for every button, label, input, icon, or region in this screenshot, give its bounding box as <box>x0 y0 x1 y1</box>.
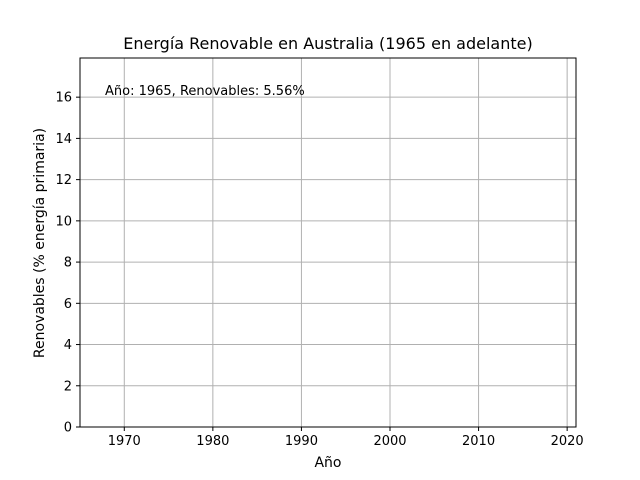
plot-frame <box>79 57 577 428</box>
grid <box>80 58 576 428</box>
x-tick-label: 1970 <box>108 434 141 449</box>
x-tick-label: 2000 <box>373 434 406 449</box>
x-tick-label: 2010 <box>462 434 495 449</box>
y-axis-label: Renovables (% energía primaria) <box>32 128 48 358</box>
y-tick-label: 12 <box>55 173 72 188</box>
x-tick-label: 1990 <box>285 434 318 449</box>
x-axis-label: Año <box>314 455 341 471</box>
y-tick-label: 14 <box>55 132 72 147</box>
x-tick-label: 1980 <box>196 434 229 449</box>
y-tick-label: 2 <box>64 379 72 394</box>
y-tick-label: 10 <box>55 214 72 229</box>
y-tick-label: 16 <box>55 91 72 106</box>
x-tick-label: 2020 <box>551 434 584 449</box>
y-tick-label: 4 <box>64 338 72 353</box>
y-tick-label: 0 <box>64 421 72 436</box>
y-axis: 0 2 4 6 8 10 12 14 16 <box>55 91 80 436</box>
y-tick-label: 6 <box>64 297 72 312</box>
x-axis: 1970 1980 1990 2000 2010 2020 <box>108 427 584 449</box>
annotation: Año: 1965, Renovables: 5.56% <box>105 84 305 99</box>
chart-title: Energía Renovable en Australia (1965 en … <box>123 34 532 53</box>
y-tick-label: 8 <box>64 256 72 271</box>
